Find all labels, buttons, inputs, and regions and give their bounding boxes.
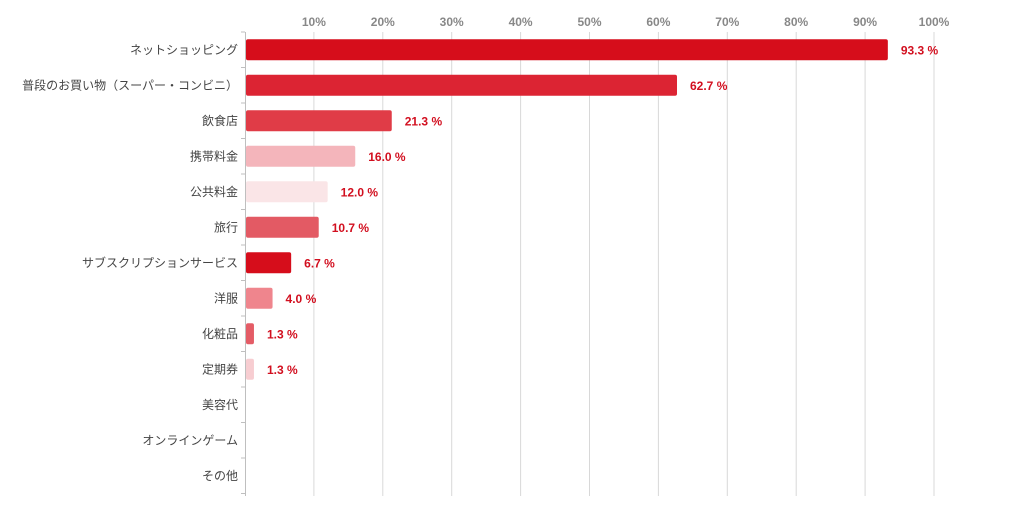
bar-2 — [246, 110, 392, 132]
value-label-0: 93.3 % — [901, 43, 939, 57]
category-label-3: 携帯料金 — [190, 148, 238, 163]
bar-5 — [246, 216, 319, 238]
value-label-6: 6.7 % — [304, 256, 335, 270]
x-tick-label-90: 90% — [853, 15, 877, 29]
category-label-1: 普段のお買い物（スーパー・コンビニ） — [22, 77, 238, 92]
x-tick-label-60: 60% — [646, 15, 670, 29]
category-label-11: オンラインゲーム — [142, 433, 238, 447]
category-label-12: その他 — [202, 469, 238, 483]
grid-layer — [313, 32, 935, 496]
value-label-4: 12.0 % — [341, 185, 379, 199]
value-label-9: 1.3 % — [267, 363, 298, 377]
bar-0 — [246, 39, 888, 61]
value-label-2: 21.3 % — [405, 114, 443, 128]
value-label-5: 10.7 % — [332, 221, 370, 235]
value-label-3: 16.0 % — [368, 150, 406, 164]
category-label-7: 洋服 — [214, 290, 238, 305]
bar-9 — [246, 358, 254, 380]
bar-6 — [246, 252, 292, 274]
category-label-10: 美容代 — [202, 397, 238, 412]
category-label-5: 旅行 — [214, 220, 238, 234]
x-tick-label-80: 80% — [784, 15, 808, 29]
value-label-8: 1.3 % — [267, 327, 298, 341]
y-axis — [241, 31, 246, 496]
x-tick-label-50: 50% — [577, 15, 601, 29]
category-label-4: 公共料金 — [190, 184, 238, 199]
category-label-2: 飲食店 — [202, 113, 238, 128]
x-tick-label-70: 70% — [715, 15, 739, 29]
x-tick-label-40: 40% — [509, 15, 533, 29]
bar-8 — [246, 323, 254, 345]
x-tick-label-30: 30% — [440, 15, 464, 29]
bar-1 — [246, 74, 678, 96]
bar-7 — [246, 287, 273, 309]
category-label-8: 化粧品 — [202, 327, 238, 341]
bars — [246, 39, 888, 380]
category-label-6: サブスクリプションサービス — [82, 255, 238, 270]
category-label-9: 定期券 — [202, 361, 238, 376]
x-tick-label-100: 100% — [919, 15, 950, 29]
x-tick-label-20: 20% — [371, 15, 395, 29]
x-tick-label-10: 10% — [302, 15, 326, 29]
value-label-1: 62.7 % — [690, 79, 728, 93]
bar-3 — [246, 145, 356, 167]
x-axis-ticks: 10% 20% 30% 40% 50% 60% 70% 80% 90% 100% — [302, 15, 950, 29]
value-label-7: 4.0 % — [286, 292, 317, 306]
bar-4 — [246, 181, 328, 203]
value-labels: 93.3 % 62.7 % 21.3 % 16.0 % 12.0 % 10.7 % 6.7 … — [267, 43, 939, 377]
category-label-0: ネットショッピング — [130, 43, 238, 57]
